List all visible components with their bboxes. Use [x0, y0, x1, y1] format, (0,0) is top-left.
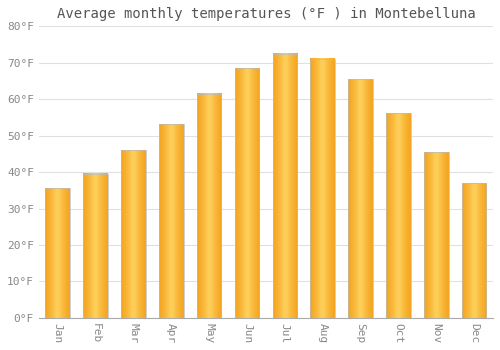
- Bar: [234, 68, 260, 318]
- Bar: [424, 152, 448, 318]
- Bar: [159, 124, 184, 318]
- Bar: [272, 54, 297, 318]
- Bar: [462, 183, 486, 318]
- Bar: [310, 59, 335, 318]
- Bar: [84, 174, 108, 318]
- Bar: [121, 150, 146, 318]
- Bar: [348, 79, 373, 318]
- Bar: [197, 94, 222, 318]
- Bar: [386, 113, 410, 318]
- Title: Average monthly temperatures (°F ) in Montebelluna: Average monthly temperatures (°F ) in Mo…: [56, 7, 476, 21]
- Bar: [46, 188, 70, 318]
